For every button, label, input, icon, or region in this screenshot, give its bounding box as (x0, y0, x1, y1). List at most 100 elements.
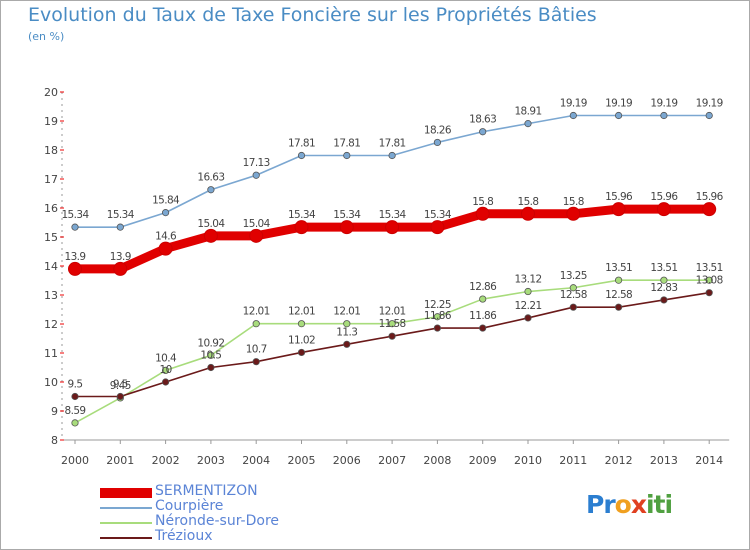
legend-swatch (100, 507, 152, 509)
data-point (569, 284, 577, 292)
data-point (68, 261, 82, 276)
y-tick-label: 15 (44, 231, 58, 244)
data-label: 13.51 (650, 262, 677, 274)
data-label: 16.63 (197, 172, 224, 184)
y-tick-label: 12 (44, 318, 58, 331)
data-point (207, 351, 215, 359)
data-point (660, 276, 668, 284)
legend-label: Trézioux (155, 528, 213, 544)
data-point (479, 295, 487, 303)
x-tick-label: 2004 (242, 454, 270, 467)
data-label: 13.08 (696, 275, 723, 287)
data-label: 11.02 (288, 334, 315, 346)
data-label: 9.45 (110, 380, 131, 392)
data-point (524, 287, 532, 296)
y-tick-label: 11 (44, 347, 58, 360)
data-label: 15.34 (424, 209, 452, 221)
data-point (252, 171, 260, 179)
data-label: 10 (160, 364, 172, 376)
data-point (614, 303, 623, 311)
legend-swatch (100, 488, 152, 498)
data-point (343, 151, 351, 160)
data-point (162, 378, 170, 386)
data-label: 15.8 (563, 196, 584, 208)
data-label: 15.8 (472, 196, 493, 208)
data-label: 11.86 (424, 310, 452, 322)
legend-swatch (100, 522, 152, 524)
data-point (524, 120, 532, 128)
data-label: 13.9 (110, 251, 131, 263)
data-point (569, 111, 577, 120)
data-point (252, 320, 260, 328)
data-point (339, 220, 354, 235)
y-tick-label: 14 (44, 260, 58, 273)
data-label: 17.81 (333, 138, 360, 150)
data-point (388, 320, 396, 328)
y-tick-label: 19 (44, 115, 58, 128)
data-label: 19.19 (560, 97, 587, 109)
data-point (116, 392, 124, 401)
data-point (705, 289, 713, 297)
x-tick-label: 2003 (197, 454, 225, 467)
data-point (158, 241, 173, 256)
x-tick-label: 2014 (695, 454, 723, 467)
x-tick-label: 2011 (559, 454, 587, 467)
data-label: 12.01 (243, 306, 270, 318)
data-label: 11.86 (469, 310, 497, 322)
data-point (433, 324, 441, 332)
y-tick-label: 10 (44, 376, 58, 389)
data-label: 10.7 (246, 344, 267, 356)
data-label: 10.92 (197, 337, 224, 349)
y-tick-label: 8 (51, 434, 58, 447)
data-label: 18.63 (469, 114, 496, 126)
data-point (343, 340, 351, 348)
data-point (388, 151, 396, 160)
data-label: 13.12 (514, 274, 541, 286)
data-label: 12.01 (379, 306, 406, 318)
x-tick-label: 2002 (152, 454, 180, 467)
data-point (71, 223, 79, 231)
data-point (705, 111, 713, 120)
data-point (660, 111, 668, 120)
data-label: 14.6 (155, 231, 177, 243)
data-label: 18.26 (424, 124, 452, 136)
data-label: 15.96 (696, 191, 724, 203)
data-label: 15.04 (243, 218, 271, 230)
data-label: 15.34 (61, 209, 89, 221)
data-point (656, 202, 671, 217)
legend-label: SERMENTIZON (155, 483, 258, 499)
legend-swatch (100, 537, 152, 539)
data-label: 15.96 (650, 191, 678, 203)
data-point (702, 202, 717, 217)
data-label: 15.34 (107, 209, 135, 221)
x-tick-label: 2001 (106, 454, 134, 467)
y-tick-label: 17 (44, 173, 58, 186)
data-point (249, 228, 264, 243)
data-label: 15.84 (152, 195, 180, 207)
data-point (433, 138, 441, 147)
data-label: 19.19 (650, 97, 677, 109)
data-label: 11.3 (336, 326, 357, 338)
data-label: 11.58 (379, 318, 406, 330)
data-label: 12.25 (424, 299, 451, 311)
data-label: 12.01 (288, 306, 315, 318)
data-label: 17.81 (288, 138, 315, 150)
data-point (252, 358, 260, 366)
x-tick-label: 2009 (469, 454, 497, 467)
data-label: 15.8 (518, 196, 539, 208)
data-point (388, 332, 396, 340)
y-tick-label: 20 (44, 86, 58, 99)
data-point (71, 392, 79, 401)
data-point (566, 206, 581, 221)
legend-label: Courpière (155, 498, 224, 514)
data-label: 13.51 (605, 262, 632, 274)
y-tick-label: 13 (44, 289, 58, 302)
logo-part-2: o (614, 490, 632, 519)
data-point (343, 320, 351, 328)
y-tick-label: 16 (44, 202, 58, 215)
data-label: 15.34 (333, 209, 361, 221)
data-point (162, 366, 170, 374)
data-point (430, 220, 445, 235)
data-label: 19.19 (605, 97, 632, 109)
